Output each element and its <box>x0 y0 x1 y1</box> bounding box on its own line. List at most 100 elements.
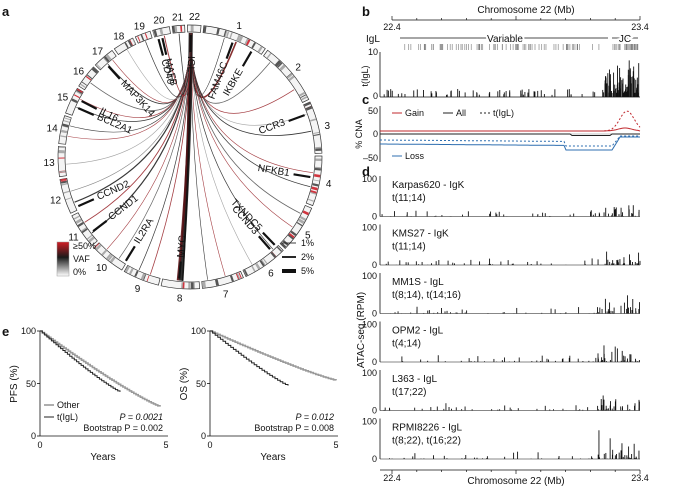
panel-label-a: a <box>2 4 10 19</box>
translocation-link <box>178 32 192 96</box>
d-track-ytick-top: 100 <box>362 417 377 427</box>
ideogram-band <box>216 28 220 35</box>
ideogram-band <box>59 170 66 173</box>
vaf-gradient-bar <box>56 241 70 277</box>
d-track-ytick-bottom: 0 <box>372 309 377 319</box>
d-track-ytick-bottom: 0 <box>372 357 377 367</box>
pfs-curve-tigl <box>40 330 121 392</box>
ideogram-band <box>313 174 321 178</box>
c-ytick-0: 0 <box>373 129 378 139</box>
ideogram-band <box>203 26 207 33</box>
ideogram-band <box>298 218 305 224</box>
panel-b: Chromosome 22 (Mb) 22.4 23.4 IgL Variabl… <box>360 5 649 101</box>
ideogram-band <box>63 120 70 123</box>
panel-label-d: d <box>362 164 370 179</box>
ideogram-band <box>288 75 295 81</box>
ideogram-band <box>310 191 317 195</box>
gene-marker <box>77 198 95 208</box>
ideogram-band <box>312 183 319 187</box>
ideogram-band <box>129 268 134 275</box>
ideogram-band <box>309 118 317 122</box>
panel-label-e: e <box>2 324 9 339</box>
ideogram-band <box>315 158 322 161</box>
d-track-translocation: t(17;22) <box>392 387 426 398</box>
os-ylabel: OS (%) <box>179 368 190 401</box>
ideogram-band <box>238 272 242 279</box>
ideogram-band <box>301 96 308 101</box>
ideogram-band <box>202 281 205 288</box>
d-track-name: OPM2 - IgL <box>392 326 444 337</box>
ideogram-band <box>310 190 317 194</box>
ideogram-band <box>313 179 320 182</box>
ideogram-band <box>266 52 272 59</box>
ideogram-band <box>58 146 65 149</box>
d-xlabel: Chromosome 22 (Mb) <box>467 476 564 487</box>
panel-e-os: 100 50 0 0 5 Years OS (%) P = 0.012 Boot… <box>179 326 339 463</box>
ideogram-band <box>106 253 112 260</box>
c-legend-gain: Gain <box>405 108 424 118</box>
width-legend-label-1: 1% <box>301 238 314 248</box>
gene-marker <box>258 235 271 250</box>
ideogram-band <box>96 63 102 69</box>
chromosome-14 <box>58 115 72 145</box>
d-track-translocation: t(11;14) <box>392 242 426 253</box>
ideogram-band <box>109 256 116 263</box>
os-bootstrap: Bootstrap P = 0.008 <box>254 423 334 433</box>
ideogram-band <box>191 282 194 289</box>
ideogram-band <box>103 56 110 63</box>
chromosome-label-9: 9 <box>135 284 141 295</box>
os-p-value: P = 0.012 <box>296 412 334 422</box>
d-track-ytick-bottom: 0 <box>372 212 377 222</box>
width-legend: 1% 2% 5% <box>282 238 314 276</box>
ideogram-band <box>182 282 185 289</box>
ideogram-band <box>226 31 230 38</box>
gene-marker <box>81 100 98 110</box>
gene-marker <box>77 107 95 116</box>
d-track-name: Karpas620 - IgK <box>392 180 465 191</box>
ideogram-band <box>101 249 107 256</box>
ideogram-band <box>127 40 133 47</box>
c-gain-tigl-line <box>380 110 641 132</box>
chromosome-label-8: 8 <box>177 294 183 305</box>
gene-marker <box>157 38 164 56</box>
translocation-link <box>107 32 192 105</box>
pfs-ytick-100: 100 <box>21 326 36 336</box>
ideogram-band <box>65 197 72 201</box>
ideogram-band <box>153 30 158 37</box>
chromosome-3 <box>303 101 323 154</box>
chromosome-label-14: 14 <box>47 124 59 135</box>
translocation-link <box>190 33 314 173</box>
c-legend-all: All <box>456 108 466 118</box>
ideogram-band <box>71 98 78 104</box>
gene-marker <box>288 114 305 123</box>
ideogram-band <box>244 38 249 45</box>
ideogram-band <box>236 34 241 42</box>
os-curve-other <box>210 330 337 381</box>
ideogram-band <box>80 83 86 89</box>
ideogram-band <box>91 67 98 74</box>
chromosome-label-7: 7 <box>223 289 229 300</box>
d-x-start: 22.4 <box>383 473 401 483</box>
ideogram-band <box>296 222 303 227</box>
ideogram-band <box>313 133 320 136</box>
pfs-xtick-5: 5 <box>163 440 168 450</box>
ideogram-band <box>190 25 194 32</box>
ideogram-band <box>315 148 322 151</box>
ideogram-band <box>60 180 67 183</box>
chromosome-label-20: 20 <box>153 15 165 26</box>
b-ylabel: t(IgL) <box>360 65 370 86</box>
ideogram-band <box>146 275 150 282</box>
vaf-high-label: ≥50% <box>73 241 96 251</box>
d-ylabel: ATAC-seq (RPM) <box>356 292 367 368</box>
ideogram-band <box>73 215 80 220</box>
ideogram-band <box>276 246 283 252</box>
ideogram-band <box>286 73 293 79</box>
gene-label-il2ra: IL2RA <box>132 216 156 246</box>
ideogram-band <box>64 117 71 121</box>
b-x-start: 22.4 <box>383 22 401 32</box>
ideogram-band <box>58 157 65 159</box>
ideogram-band <box>229 32 233 39</box>
chromosome-label-21: 21 <box>172 13 184 24</box>
